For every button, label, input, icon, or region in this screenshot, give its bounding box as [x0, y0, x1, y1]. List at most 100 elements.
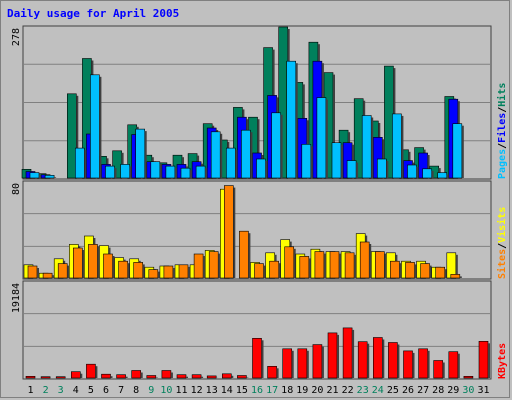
bar-kbytes-shadow-day-9 — [155, 377, 158, 378]
bar-kbytes-day-2 — [40, 376, 51, 379]
bar-kbytes-shadow-day-19 — [306, 350, 309, 378]
x-tick-label-day-16: 16 — [251, 385, 263, 396]
x-tick-label-day-12: 12 — [191, 385, 203, 396]
x-tick-label-day-27: 27 — [417, 385, 429, 396]
bar-pages-shadow-day-29 — [461, 125, 464, 178]
bar-sites-day-22 — [344, 252, 355, 279]
bar-pages-shadow-day-20 — [325, 99, 328, 178]
bar-kbytes-day-24 — [372, 337, 383, 379]
bar-pages-day-1 — [29, 172, 40, 179]
bar-pages-shadow-day-6 — [114, 168, 117, 178]
x-tick-label-day-29: 29 — [447, 385, 459, 396]
bar-kbytes-day-1 — [25, 375, 36, 379]
x-tick-label-day-24: 24 — [372, 385, 384, 396]
bar-sites-shadow-day-3 — [67, 265, 70, 278]
x-tick-label-day-4: 4 — [73, 385, 79, 396]
x-tick-label-day-3: 3 — [58, 385, 64, 396]
bar-sites-day-10 — [163, 265, 174, 279]
x-tick-label-day-17: 17 — [266, 385, 278, 396]
bar-sites-shadow-day-5 — [97, 246, 100, 278]
x-tick-label-day-26: 26 — [402, 385, 414, 396]
bar-kbytes-day-28 — [433, 360, 444, 379]
legend-pages: Pages — [497, 149, 508, 179]
bar-pages-shadow-day-26 — [416, 167, 419, 178]
bar-kbytes-day-14 — [222, 373, 232, 379]
bar-kbytes-shadow-day-29 — [457, 353, 460, 378]
bar-kbytes-shadow-day-7 — [125, 376, 128, 378]
bar-pages-day-24 — [376, 158, 387, 179]
x-tick-label-day-7: 7 — [118, 385, 124, 396]
bar-pages-day-8 — [135, 128, 145, 179]
bar-kbytes-shadow-day-14 — [231, 375, 234, 378]
bar-pages-day-13 — [210, 131, 221, 179]
legend-separator: / — [497, 243, 508, 249]
bar-pages-day-28 — [437, 172, 448, 179]
bar-kbytes-day-20 — [312, 344, 323, 379]
bar-kbytes-day-30 — [463, 375, 474, 379]
bar-pages-shadow-day-27 — [431, 170, 434, 178]
bar-sites-day-15 — [239, 230, 249, 279]
bar-kbytes-shadow-day-26 — [412, 352, 415, 378]
bar-pages-day-20 — [316, 97, 327, 179]
bar-kbytes-shadow-day-12 — [201, 376, 204, 378]
bar-pages-day-16 — [256, 158, 266, 179]
bar-pages-day-25 — [392, 113, 402, 179]
bar-pages-day-10 — [165, 165, 176, 179]
bar-pages-shadow-day-2 — [54, 177, 57, 178]
bar-sites-day-16 — [254, 263, 264, 279]
bar-pages-shadow-day-25 — [401, 115, 404, 178]
panel-bottom-ymax-label: 19184 — [11, 283, 22, 313]
bar-sites-day-23 — [359, 241, 370, 279]
x-tick-label-day-6: 6 — [103, 385, 109, 396]
bar-sites-shadow-day-1 — [37, 268, 39, 278]
bar-pages-day-2 — [44, 175, 55, 179]
bar-pages-shadow-day-12 — [205, 168, 208, 178]
bar-sites-shadow-day-21 — [339, 253, 341, 278]
bar-pages-day-22 — [346, 160, 357, 179]
x-tick-label-day-21: 21 — [326, 385, 338, 396]
bar-kbytes-day-15 — [237, 375, 247, 379]
bar-pages-day-29 — [452, 123, 463, 179]
bar-kbytes-shadow-day-4 — [80, 373, 83, 378]
bar-pages-day-27 — [422, 168, 432, 179]
bar-pages-day-19 — [301, 144, 312, 179]
bar-pages-day-18 — [286, 60, 297, 179]
bar-kbytes-shadow-day-16 — [261, 340, 264, 378]
bar-sites-shadow-day-27 — [429, 265, 432, 278]
bar-pages-shadow-day-24 — [386, 161, 389, 178]
legend-separator: / — [497, 143, 508, 149]
bar-kbytes-day-6 — [101, 373, 111, 379]
bar-kbytes-day-7 — [116, 374, 126, 379]
bar-sites-shadow-day-12 — [203, 256, 206, 278]
x-tick-label-day-31: 31 — [477, 385, 489, 396]
bar-kbytes-shadow-day-6 — [110, 376, 113, 378]
bar-hits-day-4 — [67, 93, 77, 179]
bar-kbytes-day-21 — [327, 332, 338, 379]
bar-pages-shadow-day-10 — [174, 168, 177, 178]
bar-kbytes-day-13 — [206, 375, 217, 379]
bar-kbytes-shadow-day-5 — [95, 366, 98, 378]
legend-visits: Visits — [496, 207, 508, 243]
bar-pages-shadow-day-13 — [220, 133, 223, 178]
bar-pages-shadow-day-14 — [235, 150, 238, 178]
bar-sites-shadow-day-25 — [399, 263, 402, 278]
chart-title: Daily usage for April 2005 — [7, 7, 179, 20]
bar-pages-day-14 — [226, 147, 236, 179]
x-tick-label-day-25: 25 — [387, 385, 399, 396]
bar-kbytes-day-4 — [71, 371, 81, 379]
x-tick-label-day-11: 11 — [175, 385, 187, 396]
bar-sites-day-18 — [284, 246, 295, 279]
bar-kbytes-shadow-day-31 — [488, 343, 490, 378]
legend-separator: / — [497, 107, 508, 113]
x-tick-label-day-22: 22 — [342, 385, 354, 396]
bar-kbytes-day-31 — [478, 340, 489, 379]
bar-sites-day-7 — [118, 260, 128, 279]
bar-sites-shadow-day-9 — [157, 271, 160, 278]
bar-sites-day-24 — [374, 251, 385, 279]
bar-sites-shadow-day-7 — [127, 263, 130, 278]
bar-sites-shadow-day-14 — [233, 187, 236, 278]
bar-pages-day-9 — [150, 161, 161, 179]
bar-sites-day-26 — [405, 262, 415, 279]
